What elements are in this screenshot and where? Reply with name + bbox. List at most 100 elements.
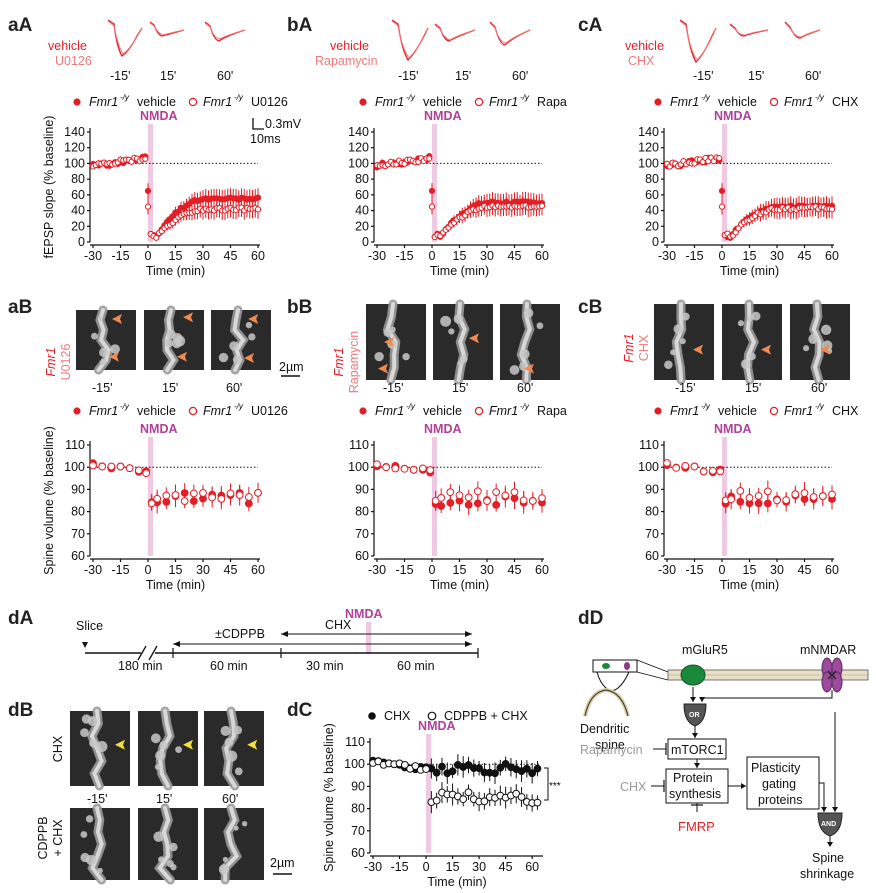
micrograph-tile <box>204 706 264 791</box>
data-point <box>763 487 772 496</box>
legend-geno-aB-2: Fmr1 <box>203 404 232 418</box>
data-point <box>464 493 473 502</box>
x-tick-label: -15 <box>685 563 703 577</box>
x-tick-label: 15 <box>453 249 467 263</box>
x-tick-label: 60 <box>525 860 539 874</box>
y-tick-label: 40 <box>355 204 369 218</box>
data-point <box>438 762 446 771</box>
time-dB-1: -15' <box>87 792 107 806</box>
y-tick-label: 60 <box>645 188 659 202</box>
panel-label-dD: dD <box>578 608 603 629</box>
time-cB-3: 60' <box>811 381 827 395</box>
time-dB-2: 15' <box>156 792 172 806</box>
spine-blob <box>523 308 534 318</box>
legend-geno-aA-1: Fmr1 <box>89 95 118 109</box>
micrograph-tile <box>138 803 198 885</box>
y-tick-label: 80 <box>355 505 369 519</box>
spine-blob <box>224 737 234 747</box>
time-bB-1: -15' <box>383 381 403 395</box>
x-tick-label: 45 <box>224 563 238 577</box>
data-point <box>226 489 235 498</box>
legend-sup-aB-1: -/y <box>120 402 130 411</box>
data-point <box>180 497 189 505</box>
panel-label-dB: dB <box>8 700 33 721</box>
legend-geno-bB-2: Fmr1 <box>489 404 518 418</box>
panel-label-aA: aA <box>8 15 33 36</box>
arrowhead-icon <box>693 344 703 355</box>
legend-text-bA-1: vehicle <box>423 95 462 109</box>
dC-legend-2: CDPPB + CHX <box>444 709 528 723</box>
legend-geno-aB-1: Fmr1 <box>89 404 118 418</box>
spine-blob <box>159 740 168 750</box>
y-tick-label: 100 <box>64 156 85 170</box>
nmda-bar <box>722 124 727 242</box>
y-tick-label: 60 <box>351 846 365 860</box>
panel-bA: bA vehicle Rapamycin -15' 15' 60' <box>287 15 531 83</box>
y-tick-label: 20 <box>71 219 85 233</box>
spine-blob <box>97 316 103 322</box>
y-tick-label: 80 <box>355 172 369 186</box>
y-tick-label: 60 <box>645 549 659 563</box>
timeline-slice: Slice <box>76 619 103 633</box>
arrowhead-icon <box>183 739 193 750</box>
x-tick-label: 45 <box>508 249 522 263</box>
arrowhead-icon <box>247 739 258 750</box>
spine-blob <box>80 831 88 838</box>
data-point <box>418 464 427 473</box>
data-point <box>459 795 468 804</box>
x-tick-label: -15 <box>390 860 408 874</box>
time-label-cA-2: 15' <box>748 69 764 83</box>
x-tick-label: 60 <box>825 249 839 263</box>
x-tick-label: 45 <box>798 563 812 577</box>
spine-blob <box>226 750 238 762</box>
x-axis-label: Time (min) <box>427 875 486 889</box>
data-point <box>708 466 717 475</box>
dB-row2-label-a: CDPPB <box>36 816 50 859</box>
data-point <box>745 493 754 502</box>
spine-blob <box>220 725 231 737</box>
legend-geno-aA-2: Fmr1 <box>203 95 232 109</box>
mini-mnmdar <box>624 662 630 670</box>
y-tick-label: 60 <box>71 549 85 563</box>
spine-blob <box>673 324 684 334</box>
data-point <box>147 499 156 508</box>
time-aB-1: -15' <box>92 381 112 395</box>
data-point <box>528 769 537 778</box>
spine-blob <box>664 360 673 370</box>
spine-blob <box>448 328 455 335</box>
dC-significance: *** <box>549 781 561 792</box>
legend-text-bA-2: Rapa <box>537 95 567 109</box>
data-point <box>374 757 383 766</box>
diag-fmrp: FMRP <box>678 819 715 834</box>
legend-sup-aA-1: -/y <box>120 93 130 102</box>
trace-label-drug-bA: Rapamycin <box>315 54 378 68</box>
data-point <box>125 464 134 473</box>
dC-legend-1: CHX <box>384 709 411 723</box>
diag-or: OR <box>689 712 700 719</box>
timeline-30: 30 min <box>306 659 344 673</box>
dC-legend-open <box>427 711 437 721</box>
legend-sup-bB-2: -/y <box>520 402 530 411</box>
data-point <box>428 187 436 195</box>
legend-geno-cB-1: Fmr1 <box>670 404 699 418</box>
data-point <box>727 495 736 504</box>
chart-spine-cB: NMDA 60 70 80 90 100 110 -30 -15 0 15 30 45 60 Time (m… <box>638 422 839 592</box>
arrowhead-icon <box>177 351 187 362</box>
data-point <box>716 467 725 476</box>
data-point <box>426 466 435 474</box>
y-tick-label: 140 <box>64 125 85 139</box>
spine-blob <box>808 334 819 345</box>
scale-bar-um: 2µm <box>279 360 304 377</box>
x-axis-label: Time (min) <box>430 578 489 592</box>
fepsp-traces-bA <box>391 19 531 62</box>
arrowhead-icon <box>244 353 254 363</box>
micrograph-tile <box>500 299 560 385</box>
time-cB-1: -15' <box>675 381 695 395</box>
spine-blob <box>402 352 410 361</box>
x-axis-label: Time (min) <box>430 264 489 278</box>
x-tick-label: 60 <box>251 249 265 263</box>
y-tick-label: 100 <box>344 757 365 771</box>
data-point <box>736 487 745 495</box>
y-tick-label: 140 <box>348 125 369 139</box>
